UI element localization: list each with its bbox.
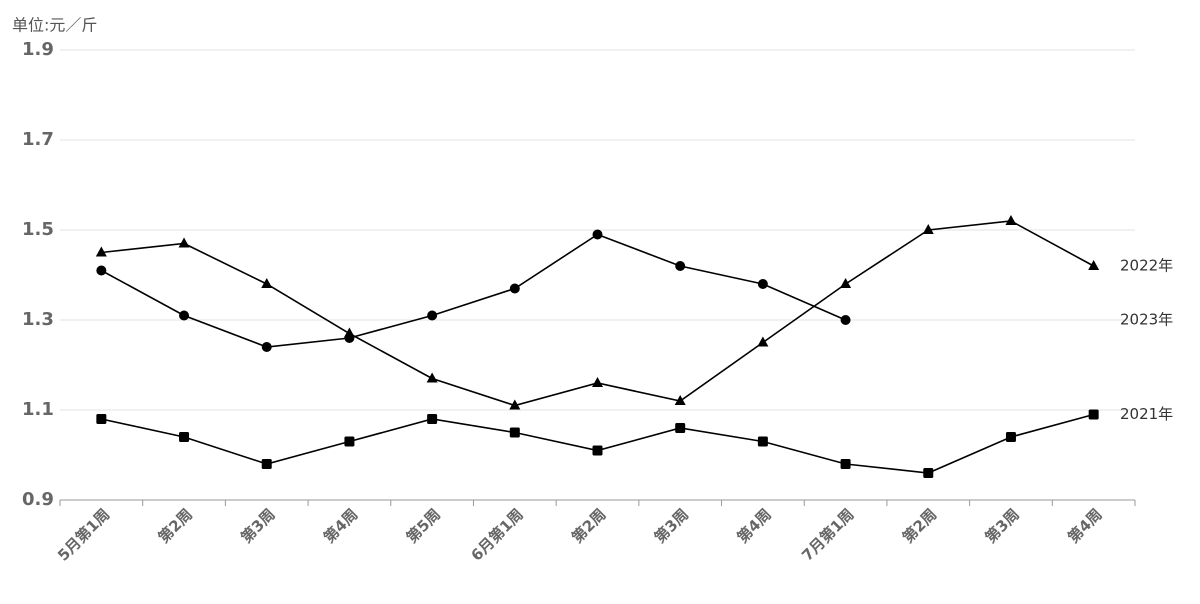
marker	[344, 436, 355, 447]
marker	[840, 315, 851, 325]
marker	[592, 377, 603, 387]
marker	[178, 237, 190, 248]
x-tick-label: 7月第1周	[798, 505, 857, 564]
marker	[840, 459, 851, 469]
marker	[509, 399, 521, 410]
marker	[675, 261, 686, 271]
marker	[509, 427, 520, 438]
y-axis-label: 单位:元／斤	[12, 16, 97, 35]
marker	[1088, 409, 1099, 420]
marker	[922, 224, 934, 234]
series-label: 2022年	[1120, 257, 1173, 275]
series-line	[100, 233, 846, 348]
marker	[427, 310, 438, 321]
marker	[840, 278, 852, 288]
y-tick-label: 1.1	[22, 399, 54, 420]
series-label: 2023年	[1120, 311, 1173, 329]
x-tick-label: 第2周	[155, 505, 196, 546]
marker	[427, 414, 438, 424]
series-label: 2021年	[1120, 405, 1173, 423]
x-tick-label: 第3周	[651, 505, 692, 546]
marker	[96, 265, 107, 276]
series-line	[101, 413, 1094, 474]
x-tick-label: 第5周	[403, 505, 444, 546]
x-tick-label: 第3周	[982, 505, 1023, 546]
x-tick-label: 第3周	[237, 505, 278, 546]
marker	[179, 310, 190, 321]
marker	[344, 333, 355, 343]
marker	[179, 432, 190, 442]
marker	[757, 279, 768, 289]
x-tick-label: 第2周	[568, 505, 609, 546]
marker	[95, 246, 107, 257]
x-tick-label: 第4周	[1064, 505, 1105, 546]
marker	[757, 436, 768, 447]
y-tick-label: 1.7	[22, 129, 54, 150]
marker	[674, 395, 686, 405]
y-tick-label: 1.9	[22, 39, 54, 60]
marker	[509, 283, 520, 294]
marker	[757, 336, 769, 347]
y-tick-label: 1.3	[22, 309, 54, 330]
marker	[1005, 432, 1016, 442]
x-tick-label: 第4周	[734, 505, 775, 546]
marker	[261, 278, 273, 288]
marker	[96, 414, 107, 424]
marker	[261, 342, 272, 352]
y-tick-label: 1.5	[22, 219, 54, 240]
marker	[675, 423, 686, 433]
x-tick-label: 第2周	[899, 505, 940, 546]
marker	[592, 445, 603, 456]
x-tick-label: 6月第1周	[468, 505, 527, 564]
marker	[1088, 260, 1100, 270]
y-tick-label: 0.9	[22, 489, 54, 510]
x-tick-label: 5月第1周	[54, 505, 113, 564]
marker	[1005, 215, 1017, 225]
marker	[426, 372, 438, 383]
marker	[592, 229, 603, 240]
marker	[923, 468, 934, 478]
marker	[261, 459, 272, 469]
x-tick-label: 第4周	[320, 505, 361, 546]
